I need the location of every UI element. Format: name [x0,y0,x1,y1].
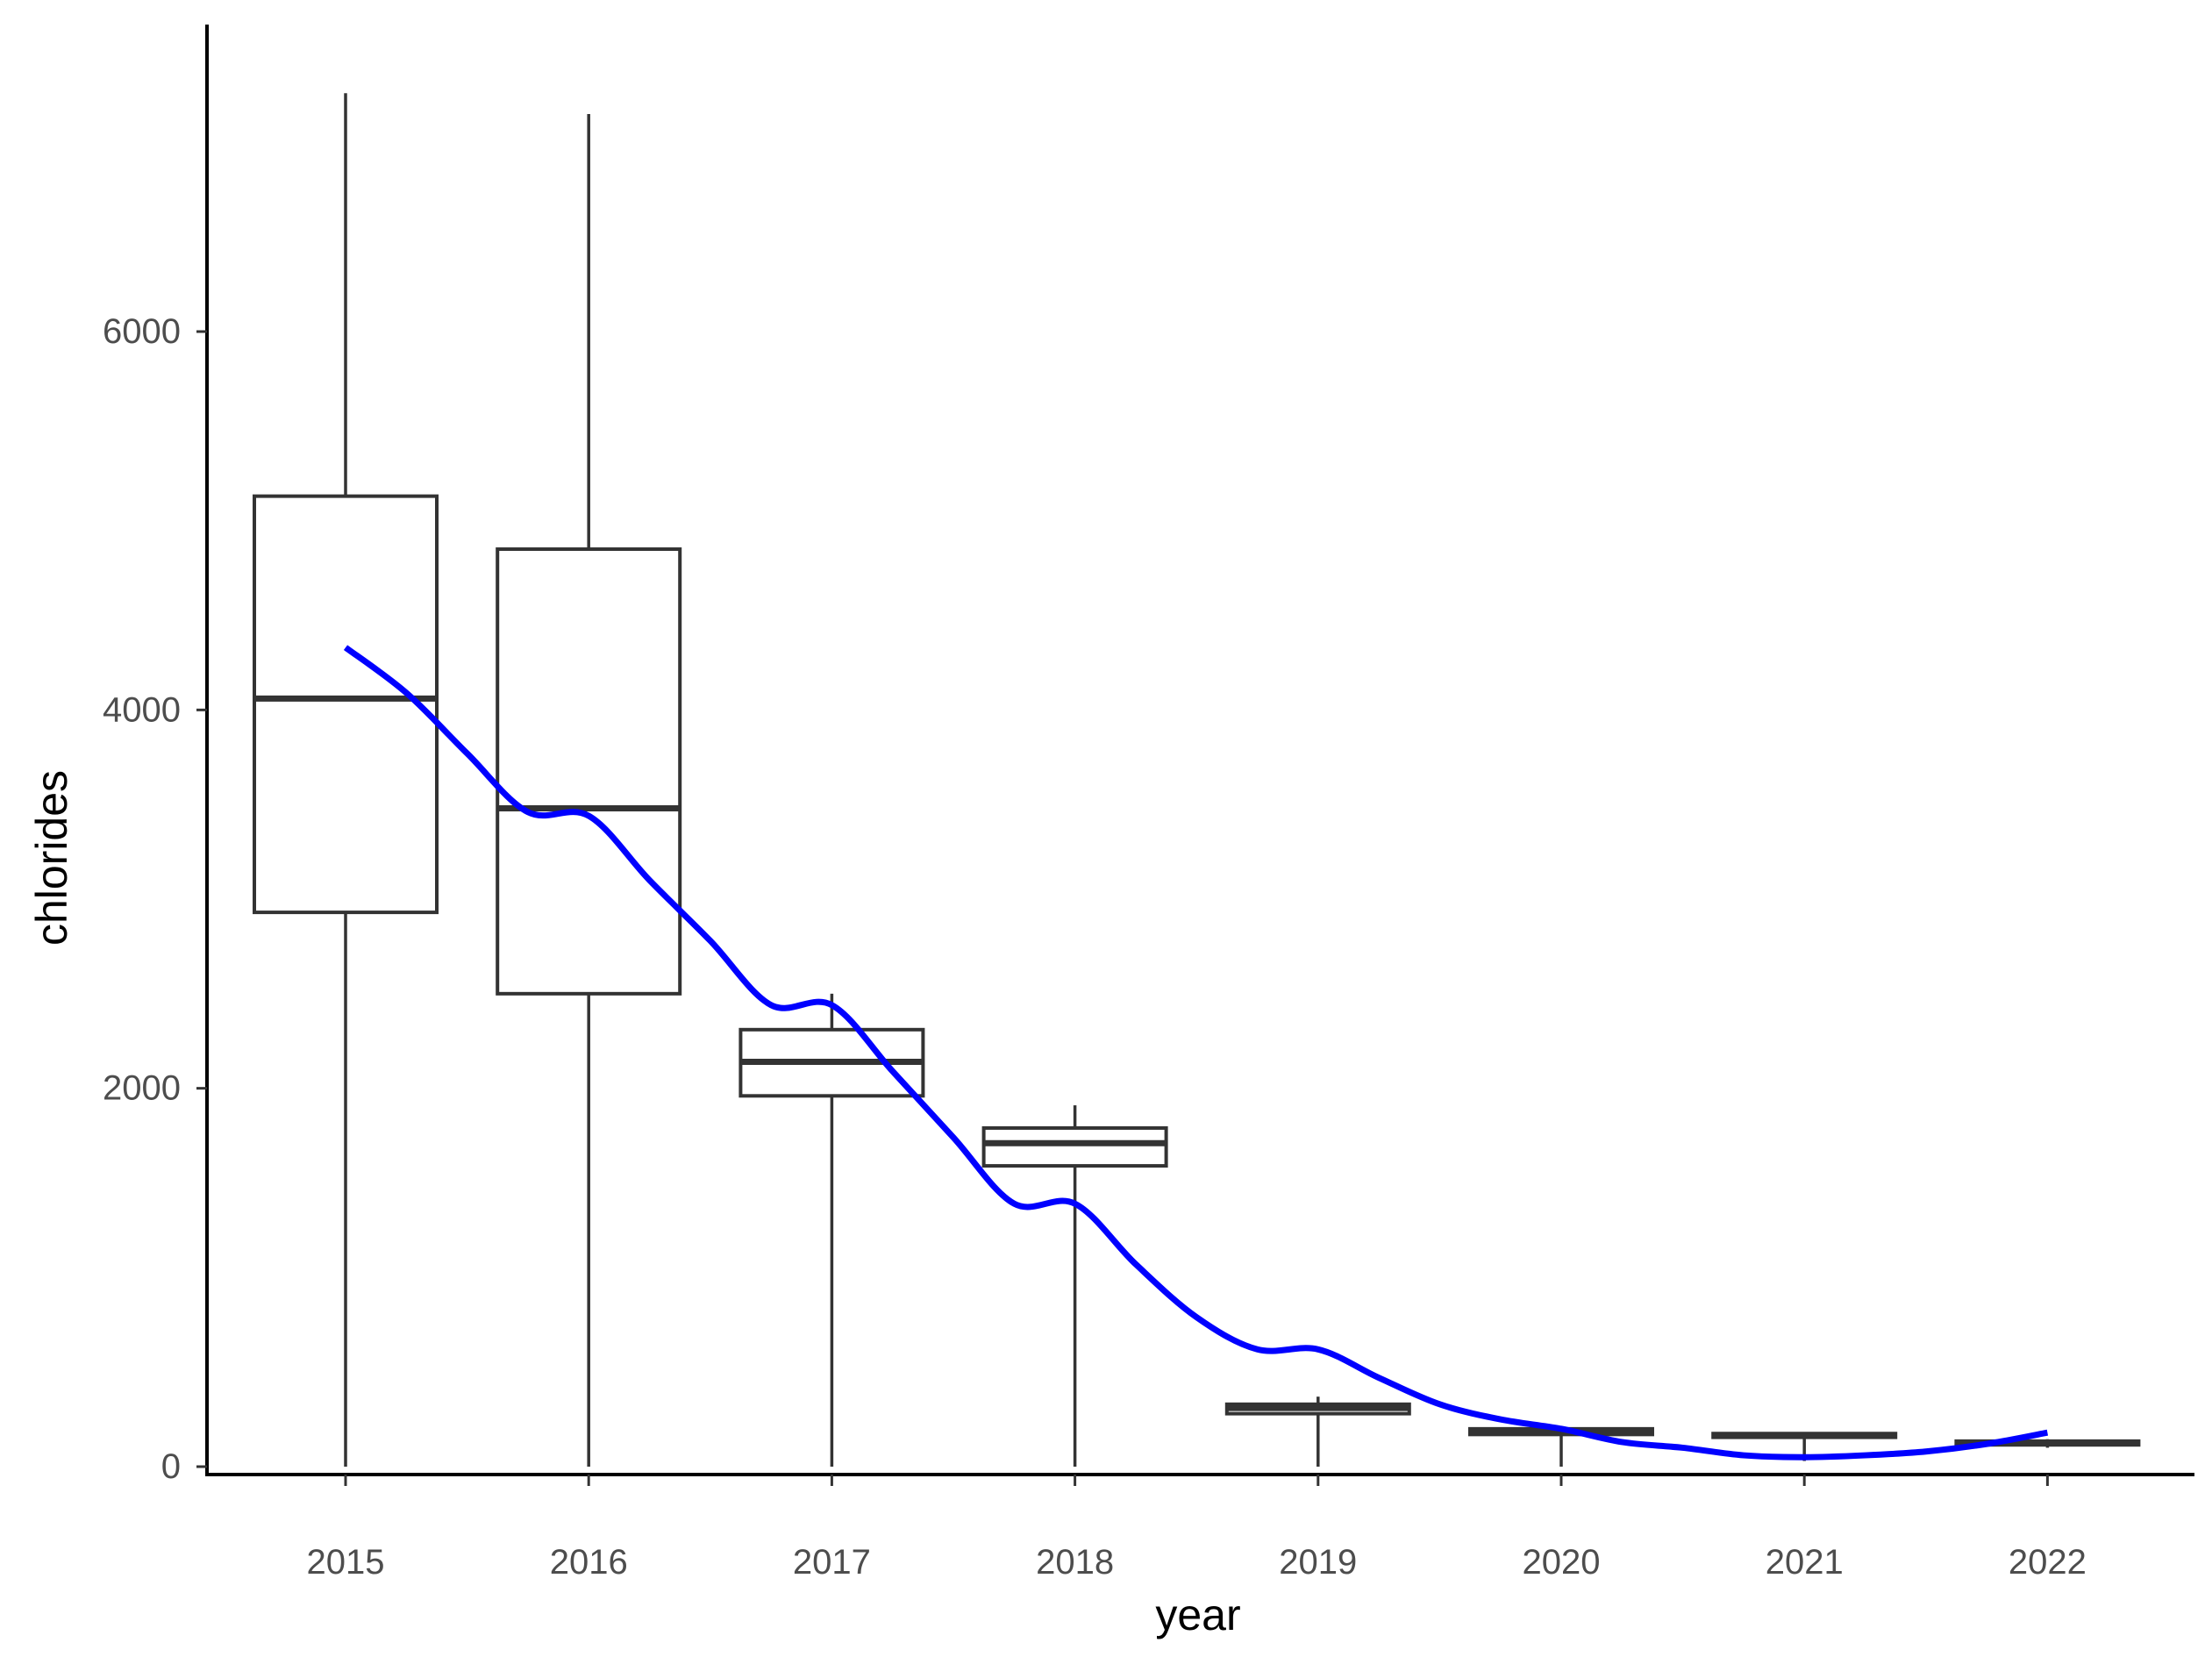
x-tick-label: 2019 [1279,1543,1357,1582]
box-2016 [496,113,682,1467]
x-tick-label: 2022 [2009,1543,2087,1582]
x-tick-label: 2020 [1523,1543,1601,1582]
x-tick-label: 2016 [550,1543,628,1582]
y-tick-label: 2000 [103,1069,181,1108]
y-tick-label: 6000 [103,312,181,351]
trend-line [343,645,2049,1461]
y-tick-label: 0 [161,1447,181,1486]
box-2015 [253,93,439,1467]
box-body [496,547,682,996]
box-2017 [739,993,925,1467]
box-2019 [1224,1396,1411,1467]
x-tick-label: 2015 [307,1543,385,1582]
box-2018 [981,1105,1168,1467]
x-tick-label: 2017 [793,1543,871,1582]
x-axis-title: year [1155,1590,1240,1639]
x-tick-label: 2021 [1766,1543,1844,1582]
box-body [981,1125,1168,1168]
box-2020 [1468,1426,1654,1467]
y-axis-title: chlorides [27,770,76,946]
box-body [253,494,439,915]
x-tick-label: 2018 [1036,1543,1114,1582]
box-2021 [1711,1432,1898,1461]
y-tick-label: 4000 [103,690,181,729]
